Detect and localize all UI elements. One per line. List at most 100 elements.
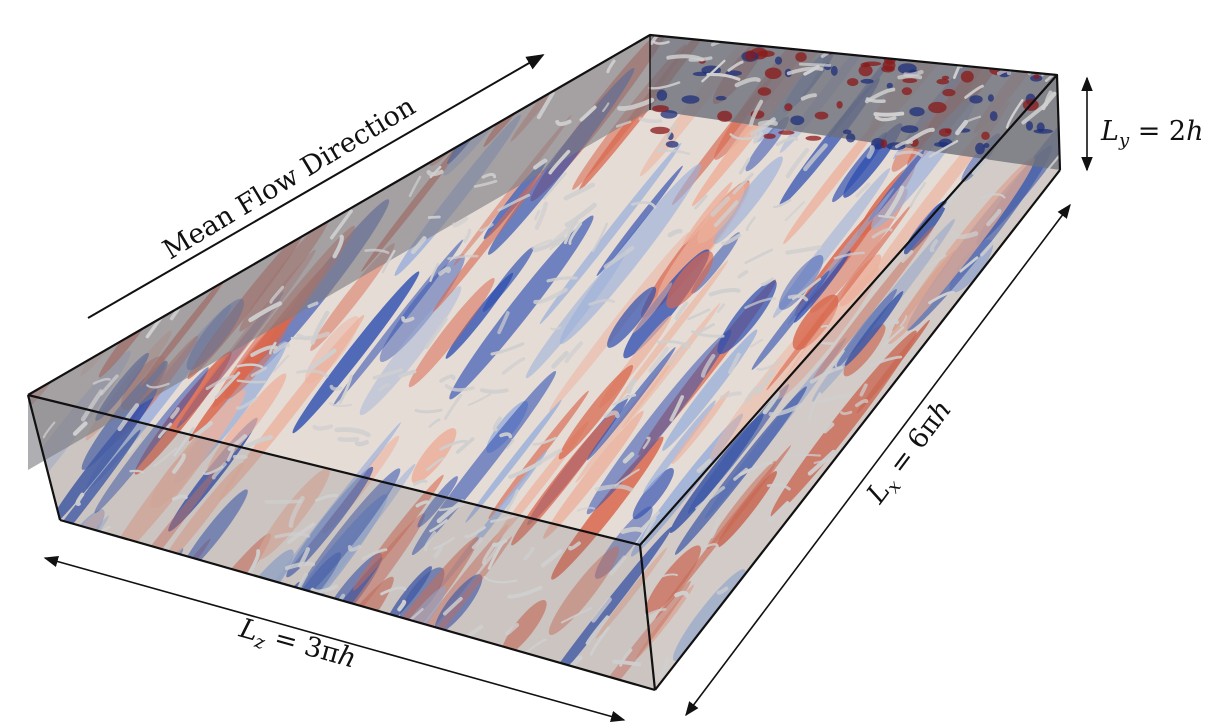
vortex-tube [172,453,187,474]
vortex-tube [423,531,437,552]
velocity-streak [886,495,1021,668]
vortex-tube [473,179,498,188]
vortex-tube [1027,49,1054,75]
vortex-tube [612,393,637,406]
vortex-tube [905,127,935,145]
vortex-tube [429,262,440,282]
vortex-tube [531,35,560,45]
velocity-streak [150,443,204,508]
vortex-tube [64,645,80,655]
back-wall-speckle [757,50,775,57]
vortex-tube [797,631,808,638]
vortex-tube [978,193,1006,200]
vortex-tube [171,64,190,90]
vortex-tube [405,623,427,638]
vortex-tube [866,145,875,159]
back-wall-speckle [842,129,852,135]
lx-label: Lx = 6πh [860,395,961,513]
vortex-tube [471,537,484,550]
vortex-tube [594,484,634,492]
vortex-tube [48,156,69,180]
vortex-tube [591,222,608,253]
vortex-tube [827,571,841,583]
vortex-tube [472,76,489,82]
velocity-streak [757,550,836,650]
vortex-tube [402,62,431,72]
vortex-tube [259,59,287,70]
vortex-tube [444,384,475,392]
vortex-tube [158,422,173,439]
back-wall-speckle [805,135,822,141]
vortex-tube [61,144,84,164]
vortex-tube [323,112,339,119]
velocity-streak [178,489,248,577]
back-wall-speckle [969,95,983,104]
vortex-tube [945,588,963,611]
vortex-tube [109,179,120,195]
lz-label: Lz = 3πh [234,613,360,679]
vortex-tube [577,506,596,512]
vortex-tube [919,626,948,645]
velocity-streak [747,570,879,690]
vortex-tube [355,170,367,189]
vortex-tube [955,119,969,136]
velocity-streak [596,165,683,277]
vortex-tube [307,301,319,309]
vortex-tube [463,228,472,243]
vortex-tube [532,236,566,253]
vortex-tube [174,167,194,192]
vortex-tube [1027,385,1040,407]
vortex-tube [438,266,451,276]
vortex-tube [81,79,107,104]
velocity-streak [28,191,97,311]
vortex-tube [1004,641,1031,652]
velocity-streak [482,246,534,312]
vortex-tube [781,535,802,547]
back-wall-speckle [1033,128,1053,134]
vortex-tube [99,374,119,396]
vortex-tube [555,119,572,127]
back-wall-speckle [1000,50,1019,60]
vortex-tube [149,162,174,174]
vortex-tube [381,249,396,274]
back-wall-speckle [909,107,925,117]
vortex-tube [626,378,637,394]
vortex-tube [666,54,705,62]
vortex-tube [192,421,213,438]
vortex-tube [603,410,620,419]
vortex-tube [1000,327,1013,339]
vortex-tube [414,408,443,414]
vortex-tube [244,434,274,449]
velocity-streak [28,106,84,183]
back-wall-speckle [656,89,668,101]
back-wall-speckle [650,126,670,135]
vortex-tube [975,613,1000,625]
vortex-tube [45,305,61,323]
vortex-tube [236,379,267,384]
back-wall-speckle [942,88,956,97]
back-wall-speckle [830,65,838,76]
vortex-tube [481,172,497,179]
velocity-streak [965,420,1057,536]
vortex-tube [46,575,68,603]
ly-label: Ly = 2h [1100,116,1203,151]
velocity-streak [310,243,395,351]
velocity-streak [962,310,1044,414]
vortex-tube [532,436,557,446]
vortex-tube [80,249,102,259]
vortex-tube [650,35,661,45]
vortex-tube [377,382,391,392]
velocity-streak [543,410,644,539]
back-wall-speckle [945,128,952,134]
vortex-tube [141,189,173,199]
vortex-tube [115,139,148,144]
vortex-tube [57,61,84,70]
vortex-tube [976,463,994,467]
vortex-tube [732,172,754,195]
velocity-streak [745,116,790,172]
velocity-streak [78,580,119,630]
vortex-tube [614,468,640,487]
vortex-tube [322,598,337,608]
vortex-tube [563,182,596,201]
vortex-tube [315,493,339,502]
